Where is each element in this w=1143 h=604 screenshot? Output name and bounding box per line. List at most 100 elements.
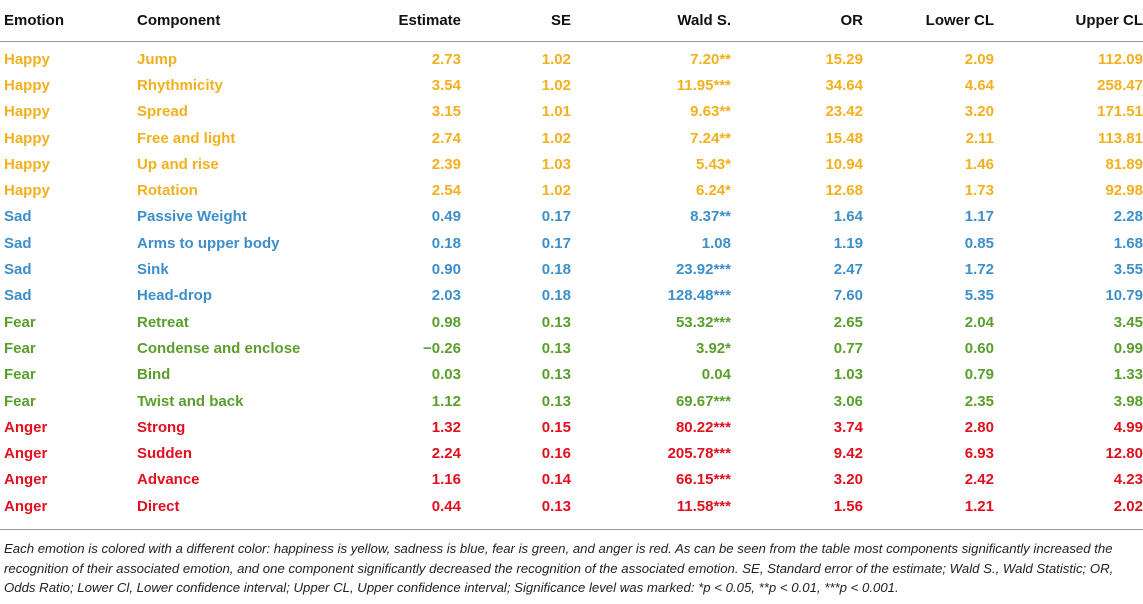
cell-or: 15.29 bbox=[825, 50, 863, 68]
cell-component: Passive Weight bbox=[137, 208, 247, 226]
table-row: Sad Arms to upper body 0.18 0.17 1.08 1.19 0.8… bbox=[0, 230, 1143, 256]
cell-estimate: 0.03 bbox=[431, 366, 461, 384]
cell-lower-cl: 5.35 bbox=[964, 287, 994, 305]
cell-se: 0.13 bbox=[541, 339, 571, 357]
header-row: Emotion Component Estimate SE Wald S. OR… bbox=[0, 0, 1143, 42]
cell-or: 3.20 bbox=[833, 471, 863, 489]
cell-estimate: 2.74 bbox=[431, 129, 461, 147]
cell-lower-cl: 2.09 bbox=[964, 50, 994, 68]
cell-upper-cl: 1.33 bbox=[1113, 366, 1143, 384]
table-row: Fear Bind 0.03 0.13 0.04 1.03 0.79 1.33 bbox=[0, 362, 1143, 388]
cell-se: 0.17 bbox=[541, 234, 571, 252]
cell-or: 2.47 bbox=[833, 261, 863, 279]
cell-lower-cl: 1.17 bbox=[964, 208, 994, 226]
cell-lower-cl: 2.11 bbox=[965, 129, 994, 147]
cell-emotion: Sad bbox=[4, 287, 32, 305]
cell-or: 1.03 bbox=[833, 366, 863, 384]
cell-or: 10.94 bbox=[825, 155, 863, 173]
cell-component: Condense and enclose bbox=[137, 339, 301, 357]
header-or: OR bbox=[731, 0, 863, 42]
cell-emotion: Happy bbox=[4, 155, 50, 173]
header-emotion: Emotion bbox=[0, 0, 137, 42]
cell-se: 1.03 bbox=[541, 155, 571, 173]
table-row: Fear Condense and enclose −0.26 0.13 3.92* 0.… bbox=[0, 335, 1143, 361]
cell-se: 1.02 bbox=[541, 76, 571, 94]
cell-se: 1.01 bbox=[541, 103, 571, 121]
cell-wald: 11.58*** bbox=[676, 497, 731, 515]
cell-component: Free and light bbox=[137, 129, 236, 147]
header-se: SE bbox=[461, 0, 571, 42]
cell-upper-cl: 1.68 bbox=[1113, 234, 1143, 252]
cell-lower-cl: 4.64 bbox=[964, 76, 994, 94]
cell-upper-cl: 258.47 bbox=[1097, 76, 1143, 94]
cell-or: 23.42 bbox=[825, 103, 863, 121]
cell-or: 0.77 bbox=[833, 339, 863, 357]
cell-emotion: Sad bbox=[4, 234, 32, 252]
cell-or: 3.74 bbox=[833, 418, 863, 436]
cell-lower-cl: 3.20 bbox=[964, 103, 994, 121]
cell-se: 0.13 bbox=[541, 497, 571, 515]
cell-wald: 11.95*** bbox=[676, 76, 731, 94]
cell-se: 0.13 bbox=[541, 313, 571, 331]
cell-se: 0.17 bbox=[541, 208, 571, 226]
table-body: Happy Jump 2.73 1.02 7.20** 15.29 2.09 112.09 Ha… bbox=[0, 42, 1143, 520]
cell-estimate: 0.44 bbox=[431, 497, 461, 515]
cell-upper-cl: 112.09 bbox=[1097, 50, 1143, 68]
cell-wald: 66.15*** bbox=[675, 471, 731, 489]
cell-component: Strong bbox=[137, 418, 186, 436]
cell-lower-cl: 2.42 bbox=[964, 471, 994, 489]
cell-se: 0.18 bbox=[541, 261, 571, 279]
table-header: Emotion Component Estimate SE Wald S. OR… bbox=[0, 0, 1143, 42]
cell-wald: 128.48*** bbox=[667, 287, 731, 305]
cell-emotion: Anger bbox=[4, 471, 48, 489]
cell-estimate: 2.24 bbox=[431, 445, 461, 463]
cell-wald: 6.24* bbox=[695, 182, 731, 200]
cell-component: Arms to upper body bbox=[137, 234, 280, 252]
cell-upper-cl: 81.89 bbox=[1105, 155, 1143, 173]
cell-or: 1.64 bbox=[833, 208, 863, 226]
cell-or: 1.56 bbox=[833, 497, 863, 515]
cell-upper-cl: 4.23 bbox=[1113, 471, 1143, 489]
cell-component: Bind bbox=[137, 366, 171, 384]
cell-upper-cl: 92.98 bbox=[1105, 182, 1143, 200]
cell-emotion: Happy bbox=[4, 50, 50, 68]
cell-component: Head-drop bbox=[137, 287, 212, 305]
table-row: Happy Jump 2.73 1.02 7.20** 15.29 2.09 112.09 bbox=[0, 42, 1143, 73]
cell-wald: 80.22*** bbox=[675, 418, 731, 436]
cell-emotion: Happy bbox=[4, 182, 50, 200]
table-row: Happy Rhythmicity 3.54 1.02 11.95*** 34.64 4.6… bbox=[0, 72, 1143, 98]
cell-estimate: −0.26 bbox=[423, 339, 461, 357]
cell-emotion: Sad bbox=[4, 261, 32, 279]
cell-wald: 9.63** bbox=[690, 103, 731, 121]
cell-wald: 7.24** bbox=[690, 129, 731, 147]
cell-emotion: Happy bbox=[4, 76, 50, 94]
cell-upper-cl: 3.55 bbox=[1113, 261, 1143, 279]
table-row: Fear Twist and back 1.12 0.13 69.67*** 3.06 2.… bbox=[0, 388, 1143, 414]
table-row: Anger Direct 0.44 0.13 11.58*** 1.56 1.21 2.02 bbox=[0, 493, 1143, 519]
cell-wald: 0.04 bbox=[701, 366, 731, 384]
cell-wald: 8.37** bbox=[690, 208, 731, 226]
cell-upper-cl: 0.99 bbox=[1113, 339, 1143, 357]
cell-se: 0.13 bbox=[541, 366, 571, 384]
cell-estimate: 0.90 bbox=[431, 261, 461, 279]
cell-lower-cl: 1.46 bbox=[964, 155, 994, 173]
cell-se: 1.02 bbox=[541, 129, 571, 147]
cell-wald: 5.43* bbox=[695, 155, 731, 173]
cell-lower-cl: 2.04 bbox=[964, 313, 994, 331]
cell-lower-cl: 1.73 bbox=[964, 182, 994, 200]
cell-wald: 69.67*** bbox=[675, 392, 731, 410]
cell-se: 0.14 bbox=[541, 471, 571, 489]
cell-upper-cl: 4.99 bbox=[1113, 418, 1143, 436]
cell-or: 9.42 bbox=[833, 445, 863, 463]
cell-component: Jump bbox=[137, 50, 178, 68]
cell-upper-cl: 3.45 bbox=[1113, 313, 1143, 331]
cell-lower-cl: 1.72 bbox=[964, 261, 994, 279]
cell-lower-cl: 6.93 bbox=[964, 445, 994, 463]
table-row: Anger Sudden 2.24 0.16 205.78*** 9.42 6.93 12.8… bbox=[0, 440, 1143, 466]
header-wald: Wald S. bbox=[571, 0, 731, 42]
table-row: Happy Up and rise 2.39 1.03 5.43* 10.94 1.46 81… bbox=[0, 151, 1143, 177]
cell-or: 3.06 bbox=[833, 392, 863, 410]
cell-upper-cl: 171.51 bbox=[1097, 103, 1143, 121]
header-upper-cl: Upper CL bbox=[994, 0, 1143, 42]
